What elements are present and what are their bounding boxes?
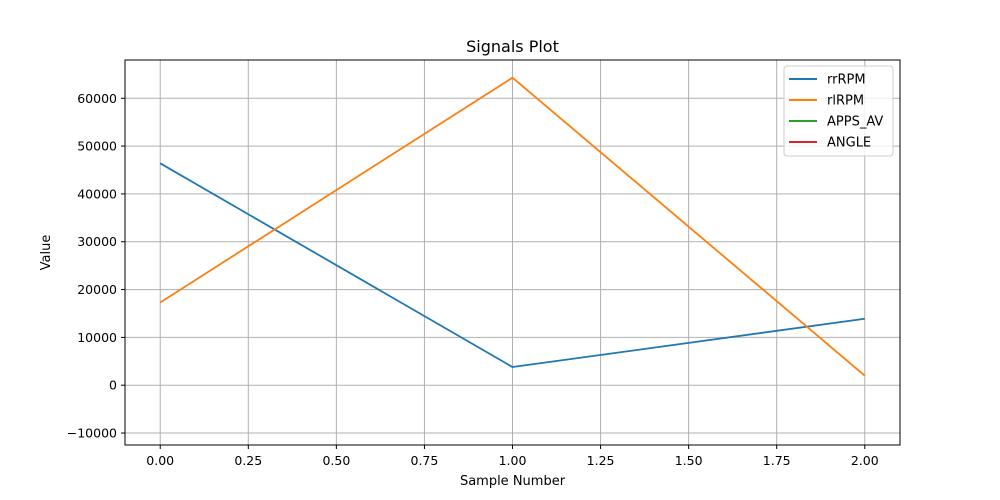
- y-tick-label: 20000: [77, 282, 117, 297]
- legend: rrRPM rlRPM APPS_AV ANGLE: [783, 65, 894, 157]
- axis-ticks: 0.00 0.25 0.50 0.75 1.00 1.25 1.50 1.75 2.00 −100…: [67, 91, 879, 468]
- x-tick-label: 0.75: [411, 453, 439, 468]
- series-lines: [159, 76, 866, 377]
- y-tick-label: 50000: [77, 139, 117, 154]
- legend-label-rlrpm: rlRPM: [827, 94, 864, 109]
- x-tick-label: 0.50: [322, 453, 350, 468]
- legend-label-angle: ANGLE: [827, 136, 871, 151]
- series-line-rlrpm: [159, 76, 866, 377]
- legend-box: [783, 65, 894, 157]
- legend-label-apps-av: APPS_AV: [827, 115, 883, 130]
- x-tick-label: 1.25: [587, 453, 615, 468]
- series-line-rrrpm: [159, 162, 865, 368]
- y-tick-label: 0: [109, 378, 117, 393]
- x-tick-label: 1.00: [499, 453, 527, 468]
- x-tick-label: 0.00: [146, 453, 174, 468]
- y-tick-label: 60000: [77, 91, 117, 106]
- x-tick-label: 0.25: [234, 453, 262, 468]
- x-axis-label: Sample Number: [460, 474, 566, 489]
- x-tick-label: 1.50: [675, 453, 703, 468]
- y-tick-label: −10000: [67, 426, 117, 441]
- chart-title: Signals Plot: [466, 37, 559, 56]
- y-tick-label: 40000: [77, 186, 117, 201]
- y-tick-label: 30000: [77, 234, 117, 249]
- x-tick-label: 2.00: [851, 453, 879, 468]
- y-tick-label: 10000: [77, 330, 117, 345]
- y-axis-label: Value: [39, 235, 54, 271]
- legend-label-rrrpm: rrRPM: [827, 73, 866, 88]
- x-tick-label: 1.75: [763, 453, 791, 468]
